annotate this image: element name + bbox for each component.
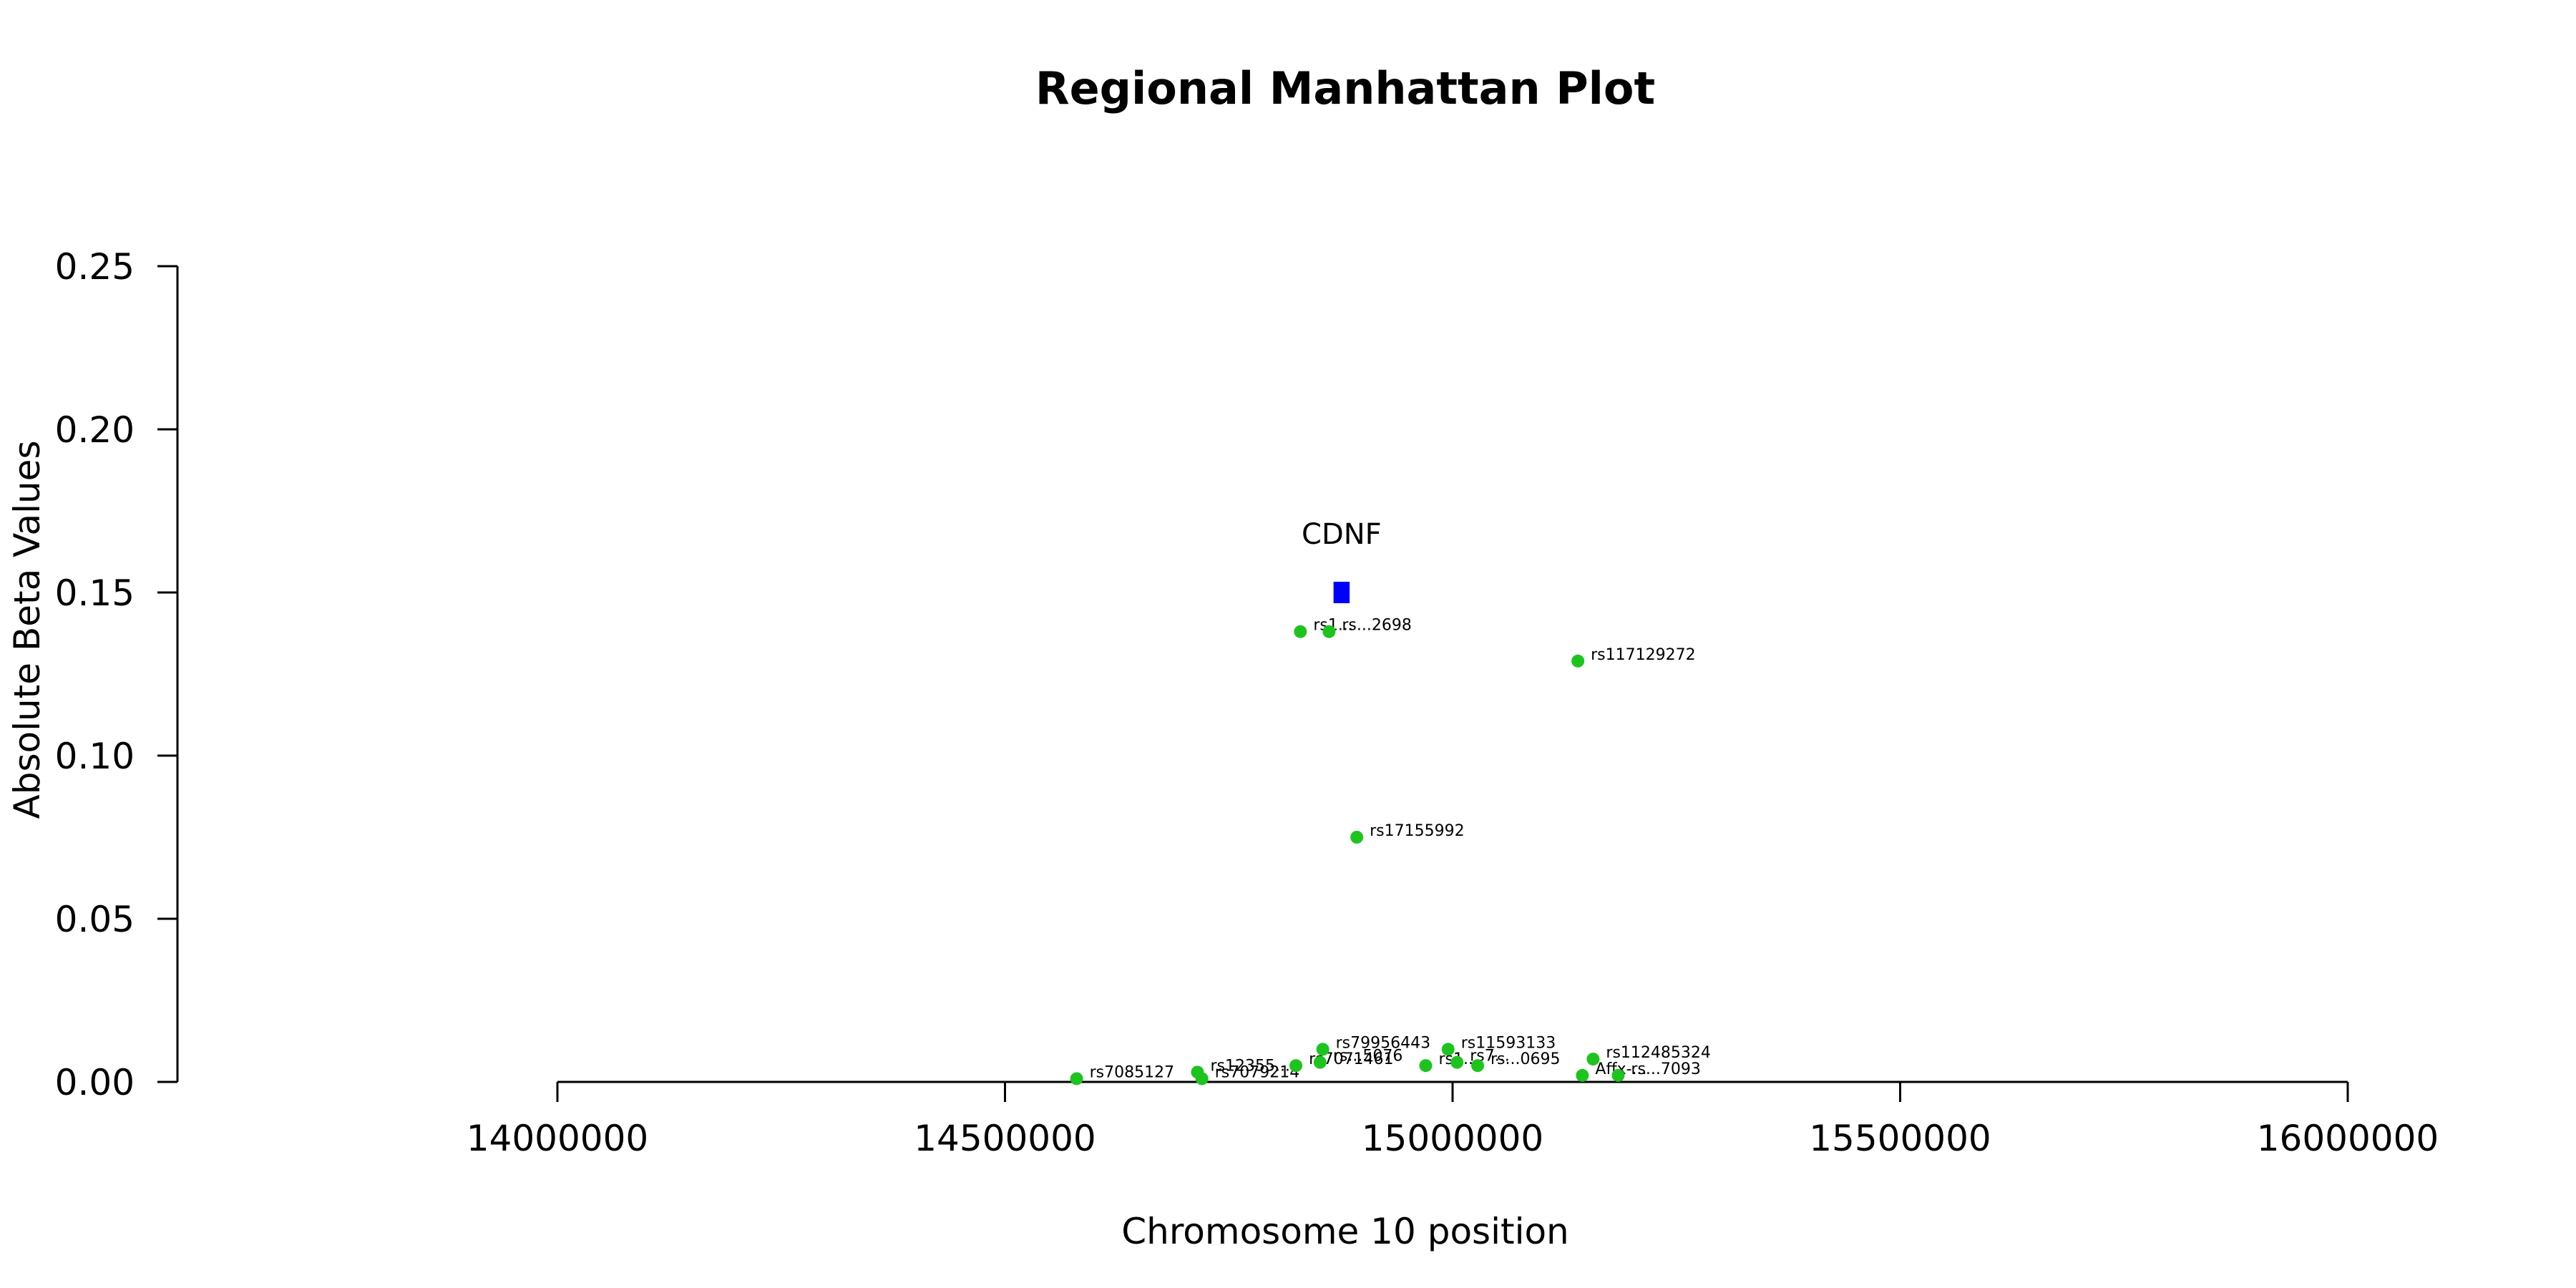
snp-label: rs7085127 xyxy=(1090,1063,1175,1081)
snp-label: rs7079214 xyxy=(1215,1063,1300,1081)
y-tick-label: 0.20 xyxy=(55,409,135,451)
snp-label: rs117129272 xyxy=(1591,646,1695,664)
gene-layer: CDNF xyxy=(1302,518,1382,603)
chart-title: Regional Manhattan Plot xyxy=(1035,62,1655,114)
y-tick-label: 0.00 xyxy=(55,1062,135,1103)
x-tick-label: 15000000 xyxy=(1362,1118,1544,1159)
snp-label: rs11593133 xyxy=(1461,1034,1556,1052)
snp-point xyxy=(1289,1059,1303,1073)
snp-point xyxy=(1611,1068,1625,1082)
snp-label: rs12355... xyxy=(1210,1057,1289,1075)
snp-label: rs...7093 xyxy=(1631,1060,1700,1078)
gene-label: CDNF xyxy=(1302,518,1382,551)
x-tick-label: 14000000 xyxy=(467,1118,649,1159)
x-tick-label: 15500000 xyxy=(1809,1118,1991,1159)
snp-point xyxy=(1322,625,1336,638)
snp-point xyxy=(1294,625,1307,638)
snp-point xyxy=(1441,1043,1455,1056)
snp-label: rs...0695 xyxy=(1491,1050,1560,1068)
gene-box xyxy=(1333,582,1350,603)
snp-label: rs112485324 xyxy=(1606,1044,1710,1062)
snp-label: rs17155992 xyxy=(1370,822,1464,840)
y-tick-label: 0.25 xyxy=(55,246,135,288)
axes: 14000000 14500000 15000000 15500000 16000000… xyxy=(55,246,2439,1159)
snp-point xyxy=(1350,831,1364,844)
snp-point xyxy=(1471,1059,1485,1073)
x-tick-label: 14500000 xyxy=(914,1118,1096,1159)
y-axis-label: Absolute Beta Values xyxy=(6,441,48,819)
snp-point xyxy=(1586,1053,1600,1066)
snp-point xyxy=(1070,1072,1083,1085)
y-tick-label: 0.10 xyxy=(55,736,135,777)
x-tick-label: 16000000 xyxy=(2257,1118,2439,1159)
snp-point xyxy=(1419,1059,1433,1073)
y-tick-label: 0.15 xyxy=(55,572,135,614)
snp-point xyxy=(1195,1072,1209,1085)
snp-point xyxy=(1313,1055,1327,1069)
point-layer: rs7085127 rs12355...rs7079214rs7071461rs7… xyxy=(1070,617,1711,1085)
x-axis-label: Chromosome 10 position xyxy=(1121,1211,1569,1252)
snp-point xyxy=(1576,1068,1589,1082)
snp-point xyxy=(1450,1055,1464,1069)
snp-point xyxy=(1316,1043,1330,1056)
snp-point xyxy=(1571,654,1585,668)
snp-label: rs...2698 xyxy=(1342,617,1411,635)
snp-label: rs...5076 xyxy=(1333,1048,1402,1065)
snp-label: rs79956443 xyxy=(1336,1034,1430,1052)
y-tick-label: 0.05 xyxy=(55,899,135,940)
